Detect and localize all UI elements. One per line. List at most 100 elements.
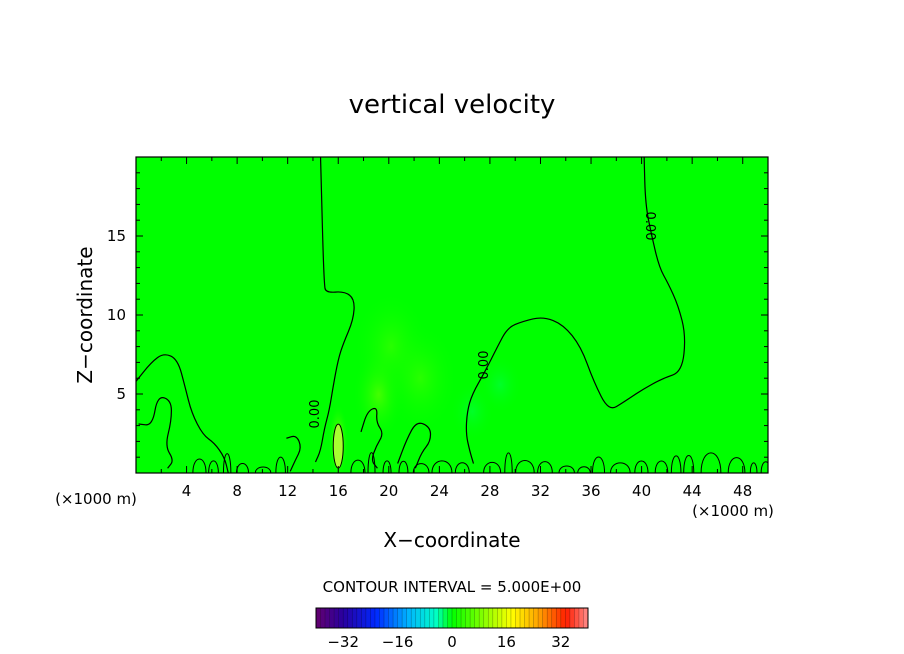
colorbar-cell [442,608,448,628]
surface-contour [398,460,409,473]
colorbar-cell [420,608,426,628]
colorbar-cell [365,608,371,628]
surface-contour [634,460,649,473]
surface-contour [454,462,470,473]
zero-contour [360,407,383,469]
colorbar-cell [529,608,534,628]
surface-contour [275,456,286,473]
colorbar-cell [474,608,480,628]
y-tick-label: 10 [107,306,126,324]
colorbar-cell [569,608,575,628]
surface-contour [654,460,669,473]
colorbar-cell [361,608,367,628]
contour-label: 0.00 [477,351,492,380]
colorbar-cell [429,608,435,628]
x-axis-unit-left: (×1000 m) [55,490,137,508]
cool-patch [450,381,495,442]
surface-contour [670,455,682,473]
colorbar-cell [334,608,339,628]
colorbar-cell [352,608,358,628]
colorbar-cell [479,608,485,628]
colorbar-cell [320,608,326,628]
chart-title: vertical velocity [349,90,556,120]
field-anomalies [328,290,523,473]
colorbar-cell [542,608,548,628]
surface-contour [700,452,722,473]
x-axis-label: X−coordinate [383,528,520,552]
contour-labels: 0.00 0.00 0.00 [308,212,657,429]
x-tick-label: 32 [531,482,550,500]
colorbar-ticks: −32 −16 0 16 32 [327,633,570,651]
colorbar-cell [470,608,475,628]
colorbar-cell [506,608,512,628]
surface-contour [431,460,453,473]
zero-contour [286,435,301,472]
colorbar-cell [578,608,584,628]
surface-contour [254,466,272,473]
colorbar-cell [325,608,330,628]
x-tick-label: 40 [632,482,651,500]
colorbar-cell [492,608,498,628]
colorbar-cell [515,608,521,628]
x-tick-label: 28 [480,482,499,500]
colorbar [315,607,589,629]
y-axis-label: Z−coordinate [73,246,97,383]
surface-contour [760,461,768,473]
colorbar-cell [424,608,430,628]
surface-contour [727,457,746,473]
surface-contour [350,459,366,473]
colorbar-cell [329,608,335,628]
colorbar-cell [433,608,439,628]
x-tick-label: 12 [278,482,297,500]
colorbar-cell [551,608,557,628]
zero-contour [465,157,686,464]
colorbar-cell [411,608,417,628]
zero-contour [136,354,229,473]
surface-contour [610,462,631,473]
colorbar-cell [556,608,562,628]
surface-contour [382,460,392,473]
colorbar-tick-label: 0 [447,633,457,651]
contour-label: 0.00 [308,400,323,429]
surface-contour [591,456,606,473]
colorbar-cell [524,608,530,628]
updraft-core [332,423,344,469]
zero-contour [138,397,173,469]
x-tick-label: 44 [683,482,702,500]
colorbar-cell [415,608,421,628]
colorbar-cell [583,608,589,628]
x-tick-label: 4 [182,482,192,500]
colorbar-cell [316,608,321,628]
x-axis: 4 8 12 16 20 24 28 32 36 40 44 48 [160,157,752,500]
surface-contour [683,455,695,473]
colorbar-cell [393,608,398,628]
contour-lines [136,157,686,473]
surface-contour [222,453,232,473]
colorbar-cell [565,608,571,628]
colorbar-cell [388,608,394,628]
colorbar-cell [533,608,539,628]
warm-patch [382,322,459,435]
colorbar-tick-label: 32 [551,633,570,651]
colorbar-cell [452,608,457,628]
surface-contour [483,461,502,473]
surface-contour [367,452,376,473]
x-tick-label: 48 [733,482,752,500]
surface-contour [504,452,513,473]
y-tick-label: 5 [116,385,126,403]
colorbar-cell [465,608,471,628]
colorbar-cell [406,608,412,628]
colorbar-cell [370,608,376,628]
zero-contour [314,157,355,463]
colorbar-cell [510,608,516,628]
surface-contour [749,462,758,473]
x-tick-label: 24 [430,482,449,500]
colorbar-frame [315,607,589,629]
x-tick-label: 36 [581,482,600,500]
colorbar-cell [520,608,525,628]
surface-contour [558,465,575,473]
colorbar-cell [547,608,553,628]
colorbar-cell [402,608,407,628]
colorbar-cell [347,608,353,628]
